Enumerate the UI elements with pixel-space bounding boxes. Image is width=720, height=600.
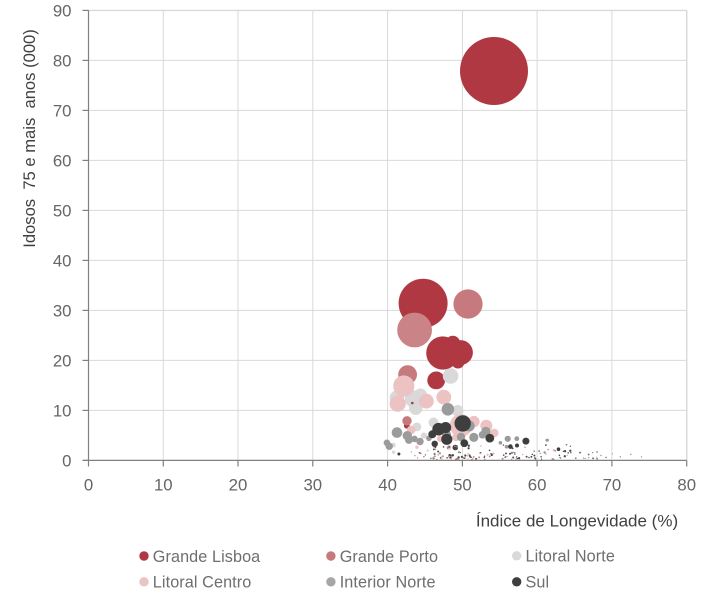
svg-text:Grande Lisboa: Grande Lisboa bbox=[153, 548, 260, 566]
svg-text:40: 40 bbox=[378, 476, 397, 495]
svg-text:10: 10 bbox=[154, 476, 173, 495]
svg-text:70: 70 bbox=[53, 101, 72, 120]
svg-text:60: 60 bbox=[528, 476, 547, 495]
svg-text:Interior Norte: Interior Norte bbox=[340, 574, 436, 592]
svg-text:90: 90 bbox=[53, 1, 72, 20]
svg-text:70: 70 bbox=[603, 476, 622, 495]
svg-text:Litoral Norte: Litoral Norte bbox=[526, 548, 615, 566]
svg-text:30: 30 bbox=[53, 301, 72, 320]
svg-text:Litoral Centro: Litoral Centro bbox=[153, 574, 252, 592]
svg-text:50: 50 bbox=[453, 476, 472, 495]
svg-text:50: 50 bbox=[53, 201, 72, 220]
svg-text:Idosos 75 e mais anos (000): Idosos 75 e mais anos (000) bbox=[20, 29, 39, 248]
svg-text:0: 0 bbox=[62, 451, 71, 470]
svg-text:Sul: Sul bbox=[526, 574, 550, 592]
svg-text:80: 80 bbox=[677, 476, 696, 495]
svg-text:Grande Porto: Grande Porto bbox=[340, 548, 438, 566]
svg-text:20: 20 bbox=[229, 476, 248, 495]
svg-text:60: 60 bbox=[53, 151, 72, 170]
svg-text:Índice de Longevidade (%): Índice de Longevidade (%) bbox=[476, 512, 678, 531]
svg-text:10: 10 bbox=[53, 401, 72, 420]
svg-text:40: 40 bbox=[53, 251, 72, 270]
svg-text:20: 20 bbox=[53, 351, 72, 370]
svg-text:30: 30 bbox=[303, 476, 322, 495]
svg-text:80: 80 bbox=[53, 51, 72, 70]
svg-text:0: 0 bbox=[84, 476, 93, 495]
